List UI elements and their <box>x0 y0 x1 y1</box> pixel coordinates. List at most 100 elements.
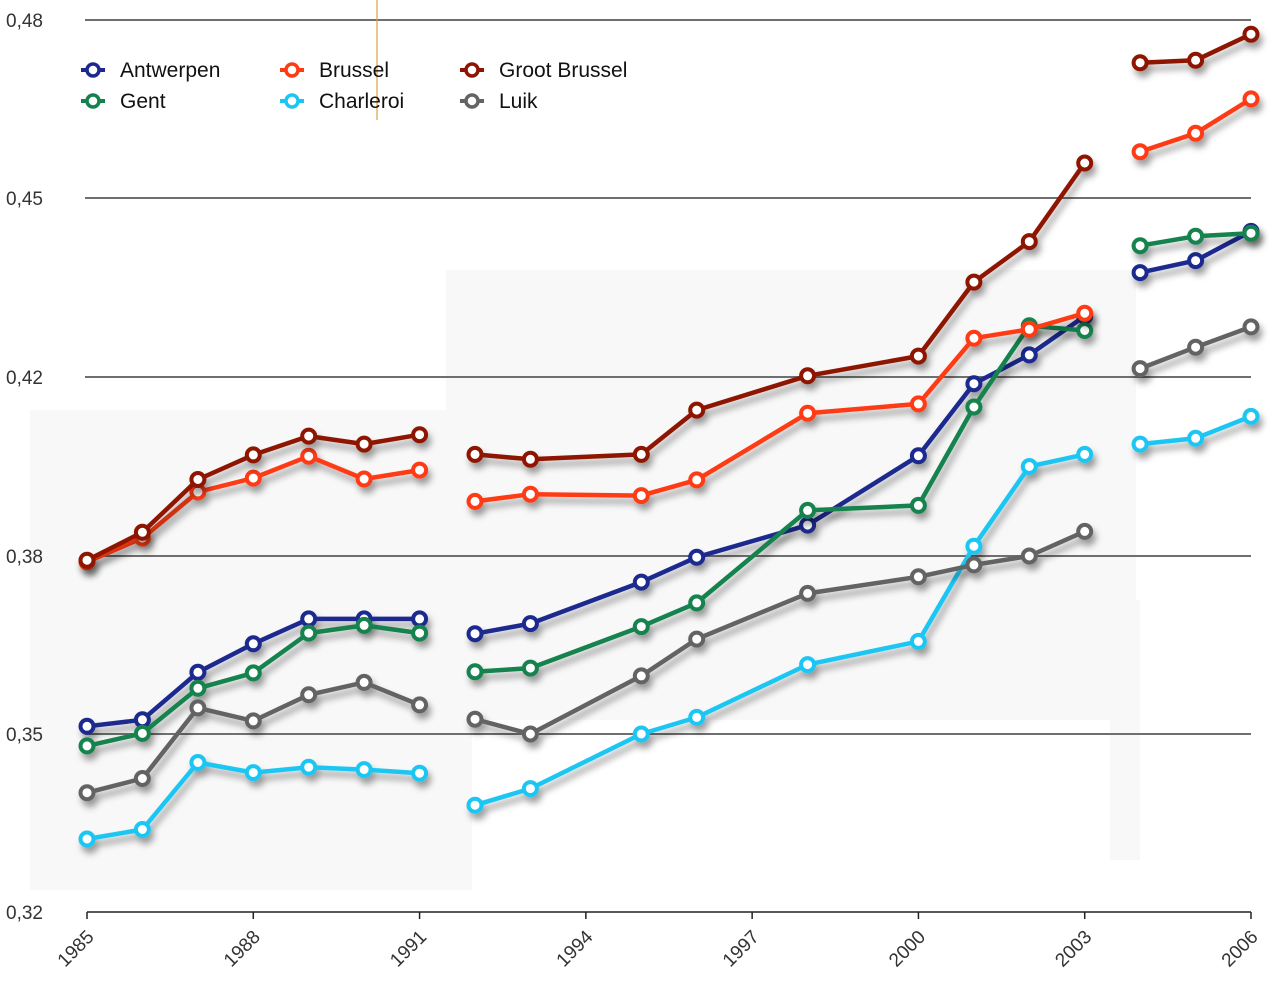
data-point <box>355 470 373 488</box>
x-tick-label: 2006 <box>1218 927 1263 972</box>
x-tick-label: 1985 <box>54 927 99 972</box>
data-point <box>909 568 927 586</box>
data-point <box>133 770 151 787</box>
data-point <box>1076 304 1094 322</box>
x-tick-labels: 1985 1988 1991 1994 1997 2000 2003 2006 <box>54 926 1263 971</box>
data-point <box>1187 227 1205 245</box>
series-groot-brussel <box>78 25 1260 569</box>
data-point <box>1131 54 1149 72</box>
x-tick-label: 1994 <box>553 926 598 971</box>
legend-label: Antwerpen <box>120 59 220 82</box>
data-point <box>300 447 318 465</box>
data-point <box>1187 429 1205 447</box>
data-point <box>1076 445 1094 463</box>
data-point <box>521 725 539 743</box>
data-point <box>632 487 650 505</box>
data-point <box>1242 407 1260 425</box>
data-point <box>244 712 262 730</box>
legend-swatch-marker <box>284 93 300 109</box>
data-point <box>466 796 484 814</box>
data-point <box>466 445 484 463</box>
data-point <box>909 632 927 650</box>
x-tick-label: 1997 <box>719 927 764 972</box>
data-point <box>521 780 539 798</box>
data-point <box>355 673 373 691</box>
legend-item: Gent <box>81 90 166 113</box>
data-point <box>1076 322 1094 339</box>
data-point <box>1020 458 1038 475</box>
legend-label: Luik <box>499 90 538 113</box>
x-tick-label: 1988 <box>220 927 265 972</box>
data-point <box>78 784 96 802</box>
data-point <box>799 584 817 602</box>
data-point <box>1131 237 1149 255</box>
data-point <box>355 761 373 779</box>
data-point <box>688 471 706 489</box>
data-point <box>300 758 318 776</box>
x-axis <box>86 911 1252 919</box>
legend: Antwerpen Gent Brussel Charleroi Groot Bruss… <box>81 59 627 113</box>
data-point <box>1020 320 1038 338</box>
legend-label: Charleroi <box>319 90 404 113</box>
data-point <box>965 375 983 393</box>
data-point <box>411 610 429 628</box>
data-point <box>1131 264 1149 282</box>
data-point <box>688 630 706 648</box>
data-point <box>300 686 318 704</box>
data-point <box>1076 522 1094 540</box>
legend-swatch-marker <box>464 62 480 78</box>
data-point <box>965 556 983 574</box>
data-point <box>78 717 96 735</box>
legend-item: Groot Brussel <box>460 59 627 82</box>
y-tick-label: 0,48 <box>6 11 43 32</box>
legend-item: Charleroi <box>280 90 404 113</box>
series-luik <box>78 318 1260 802</box>
legend-swatch-marker <box>284 62 300 78</box>
y-tick-label: 0,45 <box>6 189 43 210</box>
data-point <box>1187 252 1205 270</box>
data-point <box>965 273 983 291</box>
data-point <box>909 447 927 465</box>
legend-swatch-marker <box>85 62 101 78</box>
data-point <box>688 548 706 566</box>
legend-label: Groot Brussel <box>499 59 627 82</box>
data-point <box>466 625 484 643</box>
background-panel-right <box>1110 600 1140 860</box>
legend-item: Luik <box>460 90 538 113</box>
data-point <box>300 427 318 445</box>
data-point <box>300 610 318 628</box>
legend-swatch-marker <box>464 93 480 109</box>
data-point <box>965 329 983 347</box>
data-point <box>521 615 539 633</box>
y-tick-label: 0,32 <box>6 903 43 924</box>
data-point <box>466 663 484 681</box>
legend-label: Brussel <box>319 59 389 82</box>
data-point <box>688 594 706 612</box>
data-point <box>688 708 706 726</box>
data-point <box>1131 435 1149 453</box>
data-point <box>133 724 151 742</box>
data-point <box>909 496 927 514</box>
data-point <box>632 725 650 743</box>
data-point <box>965 537 983 555</box>
data-point <box>1187 124 1205 142</box>
data-point <box>189 663 207 681</box>
x-tick-label: 2000 <box>885 927 930 972</box>
data-point <box>799 501 817 519</box>
y-tick-label: 0,42 <box>6 368 43 389</box>
data-point <box>189 699 207 717</box>
data-point <box>244 635 262 653</box>
data-point <box>799 404 817 422</box>
data-point <box>688 401 706 419</box>
data-point <box>909 395 927 413</box>
data-point <box>1242 90 1260 108</box>
data-point <box>411 696 429 714</box>
x-tick-label: 1991 <box>386 927 431 972</box>
legend-item: Brussel <box>280 59 389 82</box>
y-tick-label: 0,38 <box>6 547 43 568</box>
data-point <box>78 737 96 755</box>
data-point <box>521 450 539 468</box>
data-point <box>466 492 484 510</box>
y-tick-labels: 0,32 0,35 0,38 0,42 0,45 0,48 <box>6 11 43 924</box>
data-point <box>799 656 817 674</box>
